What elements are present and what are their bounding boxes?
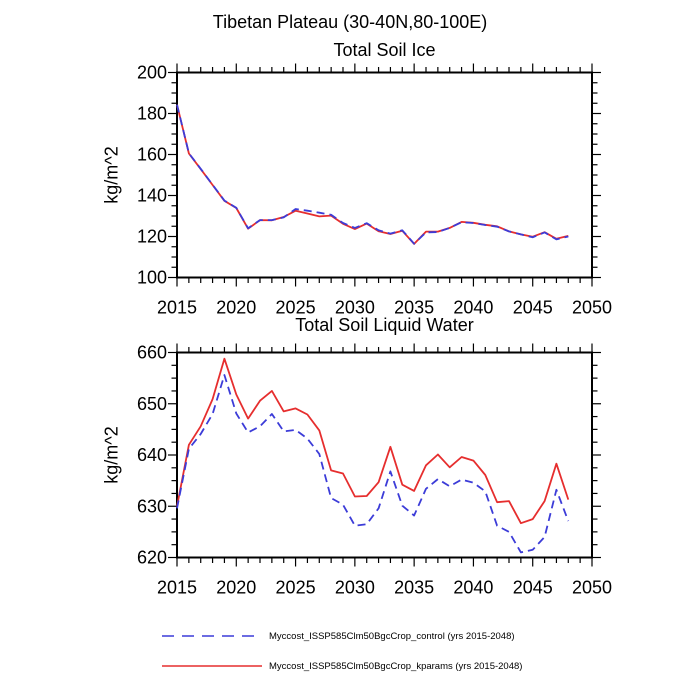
soil-ice-control-series-line bbox=[176, 104, 569, 245]
page-title: Tibetan Plateau (30-40N,80-100E) bbox=[212, 12, 488, 32]
solid-line-swatch bbox=[162, 665, 262, 667]
soil-ice-title: Total Soil Ice bbox=[333, 40, 436, 60]
y-tick-label: 160 bbox=[137, 145, 167, 165]
x-tick-label: 2040 bbox=[453, 578, 493, 598]
x-tick-label: 2025 bbox=[276, 298, 316, 318]
y-tick-label: 120 bbox=[137, 227, 167, 247]
soil-liquid-kparams-series-line bbox=[176, 357, 570, 525]
legend-label-control: Myccost_ISSP585Clm50BgcCrop_control (yrs… bbox=[269, 630, 515, 642]
x-tick-label: 2035 bbox=[394, 578, 434, 598]
soil-liquid-control-series-line bbox=[176, 374, 570, 554]
x-tick-label: 2035 bbox=[394, 298, 434, 318]
x-tick-label: 2050 bbox=[572, 298, 612, 318]
y-tick-label: 140 bbox=[137, 186, 167, 206]
x-tick-label: 2030 bbox=[335, 298, 375, 318]
y-tick-label: 200 bbox=[137, 63, 167, 83]
x-tick-label: 2015 bbox=[157, 578, 197, 598]
y-tick-label: 650 bbox=[137, 394, 167, 414]
x-tick-label: 2015 bbox=[157, 298, 197, 318]
x-tick-label: 2050 bbox=[572, 578, 612, 598]
y-tick-label: 630 bbox=[137, 496, 167, 516]
legend-label-kparams: Myccost_ISSP585Clm50BgcCrop_kparams (yrs… bbox=[269, 660, 523, 672]
x-tick-label: 2045 bbox=[513, 578, 553, 598]
y-tick-label: 660 bbox=[137, 343, 167, 363]
dashed-line-swatch bbox=[162, 635, 262, 637]
x-tick-label: 2020 bbox=[216, 298, 256, 318]
y-tick-label: 180 bbox=[137, 104, 167, 124]
soil-ice-plot-frame bbox=[176, 71, 593, 279]
x-tick-label: 2040 bbox=[453, 298, 493, 318]
x-tick-label: 2020 bbox=[216, 578, 256, 598]
soil-ice-kparams-series-line bbox=[176, 104, 569, 245]
legend-entry-kparams: Myccost_ISSP585Clm50BgcCrop_kparams (yrs… bbox=[162, 659, 522, 673]
x-tick-label: 2030 bbox=[335, 578, 375, 598]
y-tick-label: 100 bbox=[137, 268, 167, 288]
y-tick-label: 620 bbox=[137, 548, 167, 568]
legend-entry-control: Myccost_ISSP585Clm50BgcCrop_control (yrs… bbox=[162, 629, 515, 643]
x-tick-label: 2025 bbox=[276, 578, 316, 598]
x-tick-label: 2045 bbox=[513, 298, 553, 318]
y-tick-label: 640 bbox=[137, 445, 167, 465]
soil-liquid-water-title: Total Soil Liquid Water bbox=[295, 315, 474, 335]
soil-liquid-plot-frame bbox=[176, 351, 593, 559]
